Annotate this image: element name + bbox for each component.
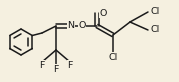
Text: N: N: [67, 21, 74, 31]
Text: F: F: [53, 65, 59, 73]
Text: F: F: [67, 61, 73, 70]
Text: O: O: [78, 21, 86, 31]
Text: Cl: Cl: [150, 26, 160, 35]
Text: F: F: [39, 61, 45, 70]
Text: Cl: Cl: [108, 52, 118, 62]
Text: Cl: Cl: [150, 7, 160, 16]
Text: O: O: [99, 9, 107, 17]
